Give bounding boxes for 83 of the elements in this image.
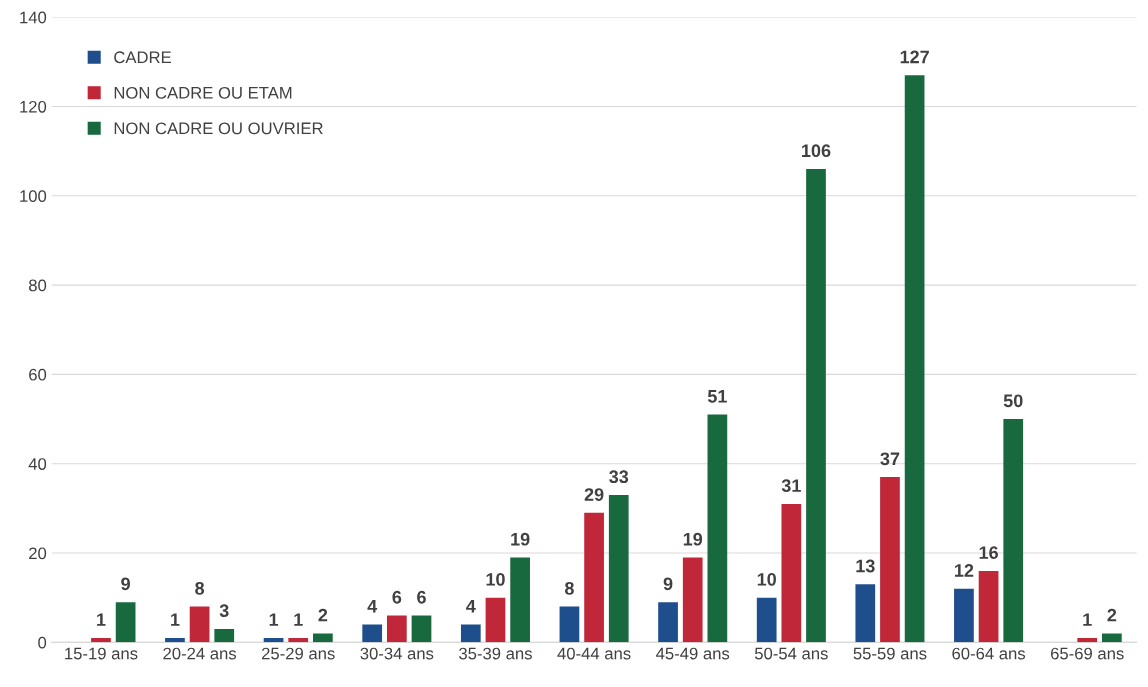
data-label: 9 bbox=[663, 577, 673, 591]
bar bbox=[288, 637, 309, 643]
data-label: 1 bbox=[171, 613, 180, 626]
data-label: 37 bbox=[880, 452, 900, 466]
data-label: 3 bbox=[219, 604, 229, 618]
data-label: 1 bbox=[269, 613, 279, 626]
x-tick-label: 50-54 ans bbox=[754, 647, 828, 660]
data-label: 12 bbox=[955, 564, 974, 577]
y-tick-label: 0 bbox=[38, 636, 47, 649]
bar bbox=[682, 557, 703, 643]
data-label: 6 bbox=[417, 590, 426, 604]
x-tick-label: 60-64 ans bbox=[952, 647, 1026, 660]
y-tick-label: 60 bbox=[29, 368, 47, 381]
data-label: 1 bbox=[97, 613, 106, 626]
data-label: 8 bbox=[564, 581, 574, 595]
x-tick-label: 45-49 ans bbox=[656, 647, 730, 660]
x-tick-label: 15-19 ans bbox=[65, 647, 138, 660]
data-label: 2 bbox=[1107, 608, 1117, 622]
bar bbox=[411, 615, 432, 643]
bar bbox=[1102, 633, 1122, 643]
bar bbox=[362, 624, 383, 643]
bar bbox=[855, 584, 876, 643]
legend-label: NON CADRE OU OUVRIER bbox=[114, 122, 323, 135]
bar bbox=[978, 570, 999, 643]
legend-label: CADRE bbox=[114, 51, 171, 64]
data-label: 29 bbox=[584, 488, 604, 501]
bar bbox=[91, 637, 111, 643]
data-label: 51 bbox=[707, 390, 727, 403]
data-label: 50 bbox=[1003, 394, 1023, 408]
data-label: 8 bbox=[195, 581, 205, 595]
data-label: 31 bbox=[781, 479, 801, 493]
data-label: 2 bbox=[318, 608, 328, 622]
x-tick-label: 20-24 ans bbox=[163, 647, 237, 660]
bar bbox=[559, 606, 580, 643]
x-tick-label: 40-44 ans bbox=[557, 647, 631, 660]
data-label: 9 bbox=[121, 577, 130, 591]
data-label: 6 bbox=[392, 590, 402, 604]
x-tick-label: 35-39 ans bbox=[459, 647, 532, 660]
data-label: 19 bbox=[683, 532, 703, 546]
y-tick-label: 140 bbox=[20, 11, 47, 24]
bar bbox=[904, 75, 925, 643]
x-tick-label: 30-34 ans bbox=[360, 647, 434, 660]
data-label: 10 bbox=[757, 573, 776, 586]
bar bbox=[510, 557, 530, 643]
data-label: 1 bbox=[1083, 613, 1092, 626]
bar bbox=[756, 597, 777, 643]
x-tick-label: 25-29 ans bbox=[262, 647, 335, 660]
bar bbox=[165, 637, 185, 643]
y-tick-label: 120 bbox=[20, 100, 47, 113]
bar bbox=[460, 624, 481, 643]
bar bbox=[1077, 637, 1098, 643]
bar bbox=[658, 602, 678, 643]
data-label: 19 bbox=[511, 532, 530, 546]
bar bbox=[608, 494, 629, 643]
data-label: 10 bbox=[486, 573, 505, 586]
data-label: 13 bbox=[856, 559, 875, 573]
data-label: 16 bbox=[979, 546, 998, 559]
bar bbox=[313, 633, 333, 643]
bar bbox=[806, 169, 826, 643]
data-label: 33 bbox=[609, 470, 629, 484]
y-tick-label: 20 bbox=[29, 547, 47, 560]
bar bbox=[1003, 419, 1024, 643]
legend-label: NON CADRE OU ETAM bbox=[114, 86, 292, 99]
bar bbox=[880, 477, 900, 643]
data-label: 127 bbox=[900, 50, 929, 64]
y-tick-label: 40 bbox=[28, 458, 47, 470]
bar bbox=[189, 606, 210, 643]
x-tick-label: 65-69 ans bbox=[1050, 647, 1124, 660]
y-tick-label: 100 bbox=[20, 190, 47, 202]
bar bbox=[584, 512, 604, 643]
data-label: 4 bbox=[367, 599, 378, 613]
bar bbox=[115, 602, 136, 643]
bar bbox=[485, 597, 506, 643]
data-label: 106 bbox=[802, 144, 831, 158]
x-tick-label: 55-59 ans bbox=[853, 647, 927, 660]
y-tick-label: 80 bbox=[28, 279, 47, 292]
bar bbox=[214, 628, 235, 643]
data-label: 4 bbox=[466, 599, 476, 613]
bar bbox=[386, 615, 407, 643]
bar bbox=[781, 503, 802, 643]
bar bbox=[707, 414, 728, 643]
bar bbox=[954, 588, 974, 643]
data-label: 1 bbox=[294, 613, 303, 626]
